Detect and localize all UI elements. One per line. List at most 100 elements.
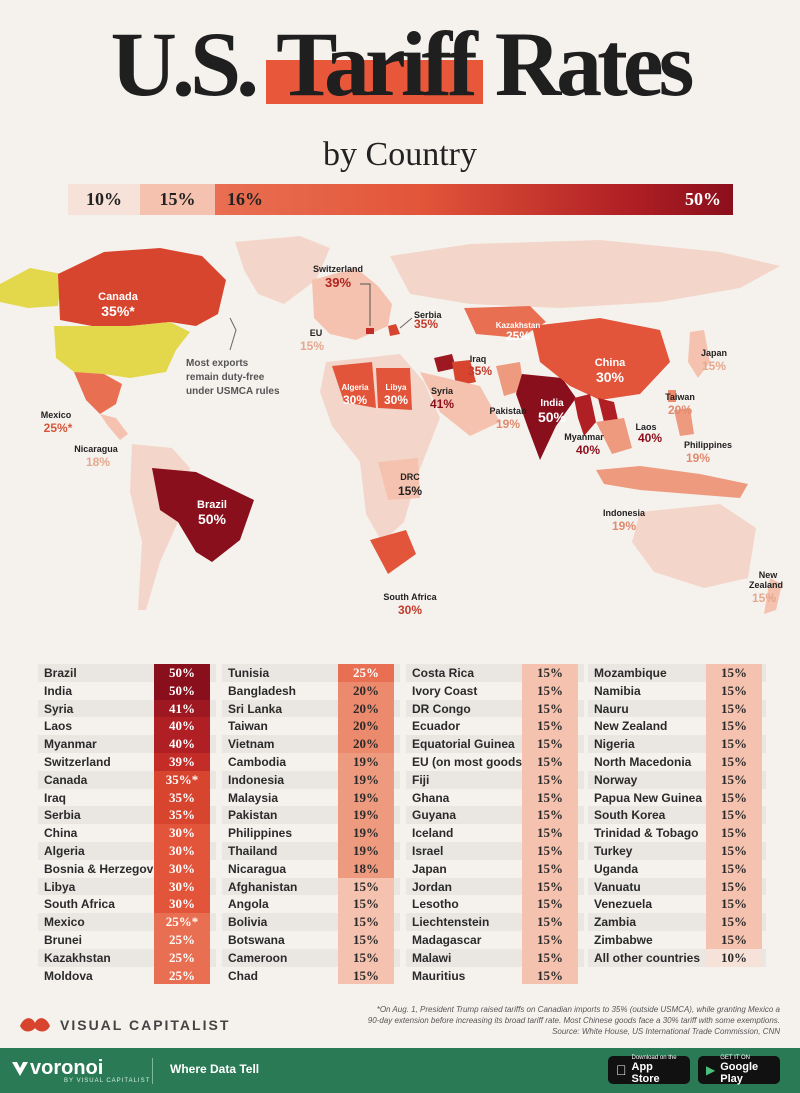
- tariff-rate-cell: 20%: [338, 717, 394, 736]
- japan-shape: [688, 330, 710, 378]
- title-pre: U.S.: [110, 13, 260, 115]
- label-nicaragua-value: 18%: [86, 455, 110, 469]
- country-name: Thailand: [228, 843, 278, 858]
- se-asia-shape: [596, 418, 632, 454]
- label-pakistan-value: 19%: [496, 417, 520, 431]
- country-name: Japan: [412, 861, 447, 876]
- tariff-rate-cell: 20%: [338, 681, 394, 700]
- table-row: Tunisia 25%: [222, 664, 418, 682]
- table-row: Angola 15%: [228, 895, 418, 914]
- tariff-rate-cell: 25%: [338, 664, 394, 682]
- table-column-2: Tunisia 25% Bangladesh 20% Sri Lanka 20% Taiwa…: [222, 664, 418, 985]
- table-row: Moldova 25%: [44, 966, 234, 985]
- tariff-rate-cell: 30%: [154, 895, 210, 914]
- table-row: Ecuador 15%: [412, 717, 602, 736]
- country-name: Norway: [594, 772, 638, 787]
- tariff-rate-cell: 15%: [706, 895, 762, 914]
- country-name: Uganda: [594, 861, 639, 876]
- country-name: Venezuela: [594, 897, 653, 912]
- country-name: Bolivia: [228, 915, 268, 930]
- country-name: Madagascar: [412, 932, 482, 947]
- country-name: Trinidad & Tobago: [594, 826, 699, 841]
- tariff-rate-cell: 15%: [706, 859, 762, 878]
- table-row: Taiwan 20%: [228, 717, 418, 736]
- tariff-rate-cell: 15%: [706, 752, 762, 771]
- country-name: Laos: [44, 719, 73, 734]
- country-name: Cambodia: [228, 754, 287, 769]
- kazakhstan-shape: [464, 306, 546, 338]
- label-myanmar-value: 40%: [576, 443, 600, 457]
- app-store-small: Download on the: [621, 1055, 677, 1067]
- table-row: Iceland 15%: [412, 824, 602, 842]
- tariff-rate-cell: 25%: [154, 966, 210, 985]
- label-new-zealand-value: 15%: [752, 591, 776, 605]
- visual-capitalist-logo: VISUAL CAPITALIST: [18, 1014, 230, 1036]
- country-name: Bosnia & Herzegovina: [44, 861, 171, 876]
- label-laos-name: Laos: [635, 422, 656, 432]
- country-name: Serbia: [44, 808, 81, 823]
- voronoi-brand[interactable]: voronoi: [30, 1057, 104, 1079]
- scale-15: 15%: [140, 184, 215, 215]
- tariff-rate-cell: 15%: [706, 877, 762, 896]
- libya-shape: [376, 368, 412, 410]
- label-syria-value: 41%: [430, 397, 454, 411]
- tariff-rate-cell: 15%: [338, 895, 394, 914]
- mexico-shape: [74, 372, 122, 414]
- country-name: Nigeria: [594, 737, 635, 752]
- tariff-rate-cell: 15%: [338, 948, 394, 967]
- table-row: Vietnam 20%: [222, 735, 418, 753]
- table-row: Iraq 35%: [44, 788, 234, 807]
- tariff-rate-cell: 15%: [706, 841, 762, 860]
- country-name: Turkey: [594, 843, 633, 858]
- country-name: Nicaragua: [228, 861, 287, 876]
- label-mexico-value: 25%*: [44, 421, 73, 435]
- tariff-rate-cell: 15%: [338, 877, 394, 896]
- label-new-zealand-name-2: Zealand: [749, 580, 783, 590]
- color-scale-legend: 10% 15% 16% 50%: [68, 184, 733, 215]
- country-name: Ecuador: [412, 719, 461, 734]
- google-play-big: Google Play: [720, 1060, 759, 1085]
- country-name: Jordan: [412, 879, 453, 894]
- table-row: Lesotho 15%: [412, 895, 602, 914]
- country-name: North Macedonia: [594, 754, 692, 769]
- table-row: Uganda 15%: [594, 859, 784, 878]
- tariff-rate-cell: 50%: [154, 664, 210, 682]
- table-row: Syria 41%: [38, 699, 234, 718]
- table-row: China 30%: [44, 824, 234, 842]
- tariff-rate-cell: 15%: [522, 717, 578, 736]
- tariff-rate-cell: 30%: [154, 859, 210, 878]
- tariff-rate-cell: 15%: [522, 699, 578, 718]
- tariff-rate-cell: 15%: [522, 681, 578, 700]
- table-row: Madagascar 15%: [412, 930, 602, 949]
- tariff-rate-cell: 50%: [154, 681, 210, 700]
- label-kazakhstan-name: Kazakhstan: [496, 321, 541, 330]
- label-japan-value: 15%: [702, 359, 726, 373]
- tariff-rate-cell: 15%: [706, 681, 762, 700]
- tariff-rate-cell: 15%: [522, 930, 578, 949]
- table-row: Turkey 15%: [588, 841, 784, 860]
- label-canada-name: Canada: [98, 291, 139, 303]
- google-play-button[interactable]: ▶ GET IT ON Google Play: [698, 1055, 780, 1085]
- country-name: Botswana: [228, 932, 285, 947]
- label-libya-value: 30%: [384, 393, 408, 407]
- tariff-rate-cell: 15%: [522, 788, 578, 807]
- label-laos-value: 40%: [638, 431, 662, 445]
- country-name: Bangladesh: [228, 683, 297, 698]
- table-column-3: Costa Rica 15% Ivory Coast 15% DR Congo 15% Ec…: [406, 664, 602, 985]
- country-name: Liechtenstein: [412, 915, 490, 930]
- table-row: Equatorial Guinea 15%: [406, 735, 602, 753]
- tariff-rate-cell: 15%: [522, 806, 578, 825]
- label-japan-name: Japan: [701, 348, 727, 358]
- tariff-rate-cell: 19%: [338, 841, 394, 860]
- label-south-africa-name: South Africa: [383, 592, 437, 602]
- tariff-rate-cell: 19%: [338, 752, 394, 771]
- table-row: Malawi 15%: [406, 948, 602, 967]
- tariff-rate-cell: 19%: [338, 788, 394, 807]
- table-row: Liechtenstein 15%: [406, 913, 602, 931]
- drc-shape: [378, 458, 420, 500]
- tariff-rate-cell: 41%: [154, 699, 210, 718]
- tariff-rate-cell: 15%: [522, 824, 578, 842]
- tariff-rate-cell: 19%: [338, 770, 394, 789]
- syria-shape: [434, 354, 456, 372]
